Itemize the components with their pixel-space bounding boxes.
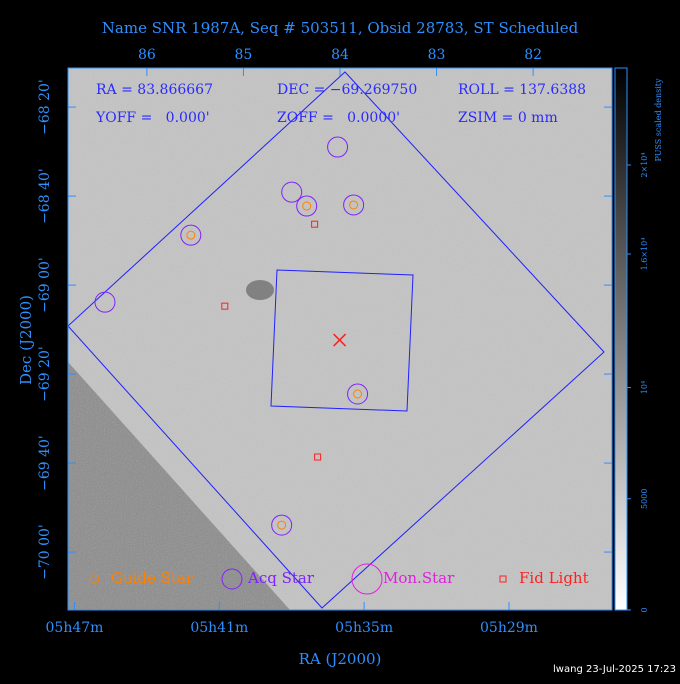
x2-tick-label: 86 <box>138 47 156 63</box>
legend-label: Guide Star <box>111 569 194 587</box>
info-text: ZSIM = 0 mm <box>458 110 558 126</box>
x-tick-label: 05h29m <box>480 620 538 636</box>
x-tick-label: 05h47m <box>46 620 104 636</box>
legend-marker <box>90 574 100 584</box>
star-marker <box>277 520 287 530</box>
colorbar-tick-label: 10⁴ <box>640 381 649 394</box>
colorbar-tick-label: 5000 <box>640 489 649 509</box>
star-marker <box>271 514 293 536</box>
star-marker <box>186 230 196 240</box>
legend-marker <box>499 575 507 583</box>
star-marker <box>349 200 359 210</box>
info-text: RA = 83.866667 <box>96 82 213 98</box>
star-marker <box>221 302 229 310</box>
x2-tick-label: 85 <box>235 47 253 63</box>
y-tick-label: −70 00' <box>37 524 53 580</box>
x-tick-label: 05h35m <box>335 620 393 636</box>
footer: lwang 23-Jul-2025 17:23 <box>553 664 676 675</box>
colorbar-label: PUSS scaled density <box>654 78 663 162</box>
legend-label: Fid Light <box>519 569 589 587</box>
colorbar-tick-label: 2×10⁴ <box>640 152 649 177</box>
legend-label: Acq Star <box>247 569 315 587</box>
star-marker <box>311 220 319 228</box>
colorbar-tick-label: 1.6×10⁴ <box>640 238 649 271</box>
detector-footprint <box>270 269 414 412</box>
y-tick-label: −68 20' <box>37 79 53 135</box>
y-tick-label: −69 20' <box>37 346 53 402</box>
star-marker <box>343 194 365 216</box>
colorbar <box>614 67 628 611</box>
star-marker <box>94 291 116 313</box>
target-marker <box>333 333 347 347</box>
y-axis-label: Dec (J2000) <box>17 295 35 385</box>
x2-tick-label: 83 <box>428 47 446 63</box>
field-of-view <box>68 71 605 609</box>
y-tick-label: −69 00' <box>37 257 53 313</box>
star-marker <box>302 201 312 211</box>
legend-marker <box>351 563 383 595</box>
x-tick-label: 05h41m <box>190 620 248 636</box>
x2-tick-label: 84 <box>331 47 349 63</box>
star-marker <box>353 389 363 399</box>
legend-label: Mon.Star <box>383 569 455 587</box>
x-axis-label: RA (J2000) <box>299 650 382 668</box>
info-text: DEC = −69.269750 <box>277 82 417 98</box>
legend-marker <box>221 568 243 590</box>
y-tick-label: −68 40' <box>37 168 53 224</box>
star-marker <box>327 136 349 158</box>
star-marker <box>180 224 202 246</box>
info-text: ROLL = 137.6388 <box>458 82 586 98</box>
info-text: YOFF = 0.000' <box>95 110 210 126</box>
chart-title: Name SNR 1987A, Seq # 503511, Obsid 2878… <box>102 19 579 37</box>
star-marker <box>347 383 369 405</box>
x2-tick-label: 82 <box>524 47 542 63</box>
colorbar-tick-label: 0 <box>640 607 649 612</box>
info-text: ZOFF = 0.0000' <box>277 110 400 126</box>
y-tick-label: −69 40' <box>37 435 53 491</box>
star-marker <box>296 195 318 217</box>
star-marker <box>314 453 322 461</box>
star-marker <box>281 181 303 203</box>
